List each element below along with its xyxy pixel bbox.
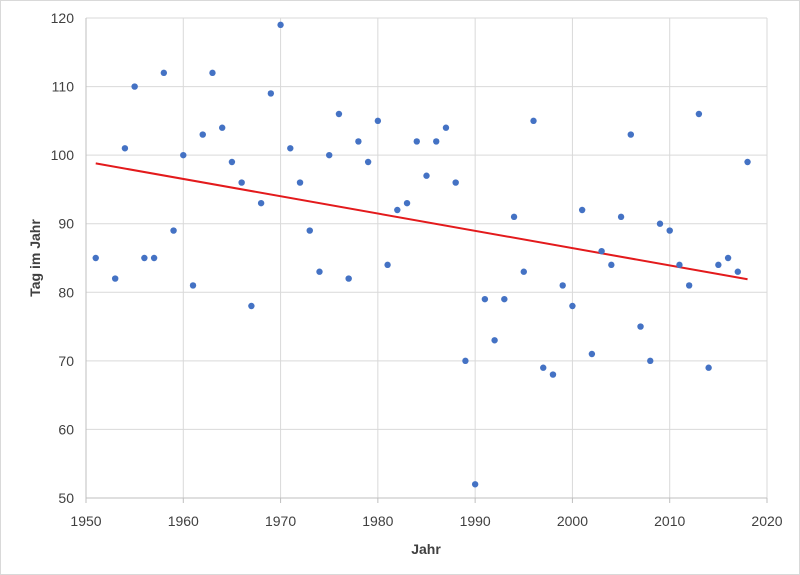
- y-tick-label: 120: [51, 10, 75, 26]
- data-point: [501, 295, 508, 303]
- data-point: [384, 261, 391, 269]
- data-point: [413, 138, 420, 145]
- data-point: [170, 227, 177, 234]
- data-point: [530, 117, 537, 125]
- data-point: [549, 371, 557, 378]
- data-point: [569, 302, 576, 310]
- data-point: [189, 282, 197, 289]
- trendline: [95, 162, 748, 281]
- data-point: [617, 213, 625, 221]
- trendline-group: [95, 162, 748, 281]
- data-points: [92, 21, 751, 488]
- data-point: [238, 179, 245, 186]
- x-tick-label: 1970: [265, 513, 296, 529]
- data-point: [199, 131, 206, 138]
- data-point: [676, 261, 683, 269]
- data-point: [335, 110, 343, 118]
- axes: [85, 18, 767, 499]
- y-tick-label: 110: [52, 79, 75, 95]
- data-point: [277, 21, 284, 29]
- data-point: [150, 254, 158, 262]
- data-point: [160, 69, 168, 77]
- data-point: [705, 364, 712, 371]
- data-point: [647, 357, 654, 365]
- x-tick-label: 2020: [751, 513, 782, 529]
- data-point: [228, 158, 236, 166]
- data-point: [734, 268, 742, 275]
- data-point: [442, 124, 450, 131]
- data-point: [685, 282, 693, 289]
- y-axis-ticks: 50 60 70 80 90 100 110 120: [51, 10, 75, 506]
- data-point: [364, 158, 372, 166]
- data-point: [452, 179, 459, 186]
- data-point: [296, 179, 304, 186]
- data-point: [491, 337, 498, 344]
- data-point: [608, 261, 615, 269]
- data-point: [540, 364, 547, 371]
- data-point: [345, 275, 352, 282]
- y-tick-label: 60: [58, 421, 74, 437]
- data-point: [715, 261, 722, 269]
- data-point: [257, 199, 265, 207]
- data-point: [355, 138, 362, 145]
- data-point: [326, 151, 333, 159]
- data-point: [637, 323, 644, 330]
- data-point: [598, 247, 605, 255]
- data-point: [578, 206, 586, 214]
- data-point: [248, 302, 255, 310]
- data-point: [724, 254, 732, 262]
- data-point: [267, 90, 275, 97]
- data-point: [666, 227, 673, 234]
- y-axis-title: Tag im Jahr: [27, 219, 43, 297]
- data-point: [656, 220, 664, 227]
- data-point: [627, 131, 634, 138]
- data-point: [306, 227, 313, 234]
- data-point: [462, 357, 469, 365]
- x-tick-label: 1950: [70, 513, 101, 529]
- data-point: [510, 213, 518, 221]
- data-point: [695, 110, 703, 118]
- data-point: [316, 268, 323, 275]
- data-point: [121, 145, 129, 152]
- data-point: [559, 282, 566, 289]
- data-point: [287, 145, 294, 152]
- y-tick-label: 50: [58, 490, 74, 506]
- data-point: [471, 481, 479, 488]
- data-point: [744, 158, 751, 166]
- data-point: [180, 151, 187, 159]
- data-point: [209, 69, 216, 77]
- data-point: [520, 268, 527, 275]
- data-point: [423, 172, 430, 179]
- data-point: [374, 117, 382, 125]
- data-point: [219, 124, 226, 131]
- gridlines: [86, 17, 768, 498]
- y-tick-label: 100: [51, 147, 75, 163]
- x-tick-label: 1980: [362, 513, 393, 529]
- y-tick-label: 70: [58, 353, 74, 369]
- x-axis-title: Jahr: [411, 541, 441, 557]
- data-point: [92, 254, 99, 262]
- x-axis-ticks: 1950 1960 1970 1980 1990 2000 2010 2020: [70, 498, 783, 529]
- data-point: [141, 254, 148, 262]
- data-point: [394, 206, 401, 214]
- y-tick-label: 90: [58, 216, 74, 232]
- y-tick-label: 80: [58, 284, 74, 300]
- x-tick-label: 1960: [168, 513, 199, 529]
- x-tick-label: 2000: [557, 513, 588, 529]
- data-point: [111, 275, 119, 282]
- data-point: [588, 350, 596, 358]
- x-tick-label: 1990: [460, 513, 491, 529]
- x-tick-label: 2010: [654, 513, 685, 529]
- data-point: [433, 138, 440, 145]
- data-point: [131, 83, 138, 90]
- data-point: [403, 199, 411, 207]
- data-point: [481, 295, 489, 303]
